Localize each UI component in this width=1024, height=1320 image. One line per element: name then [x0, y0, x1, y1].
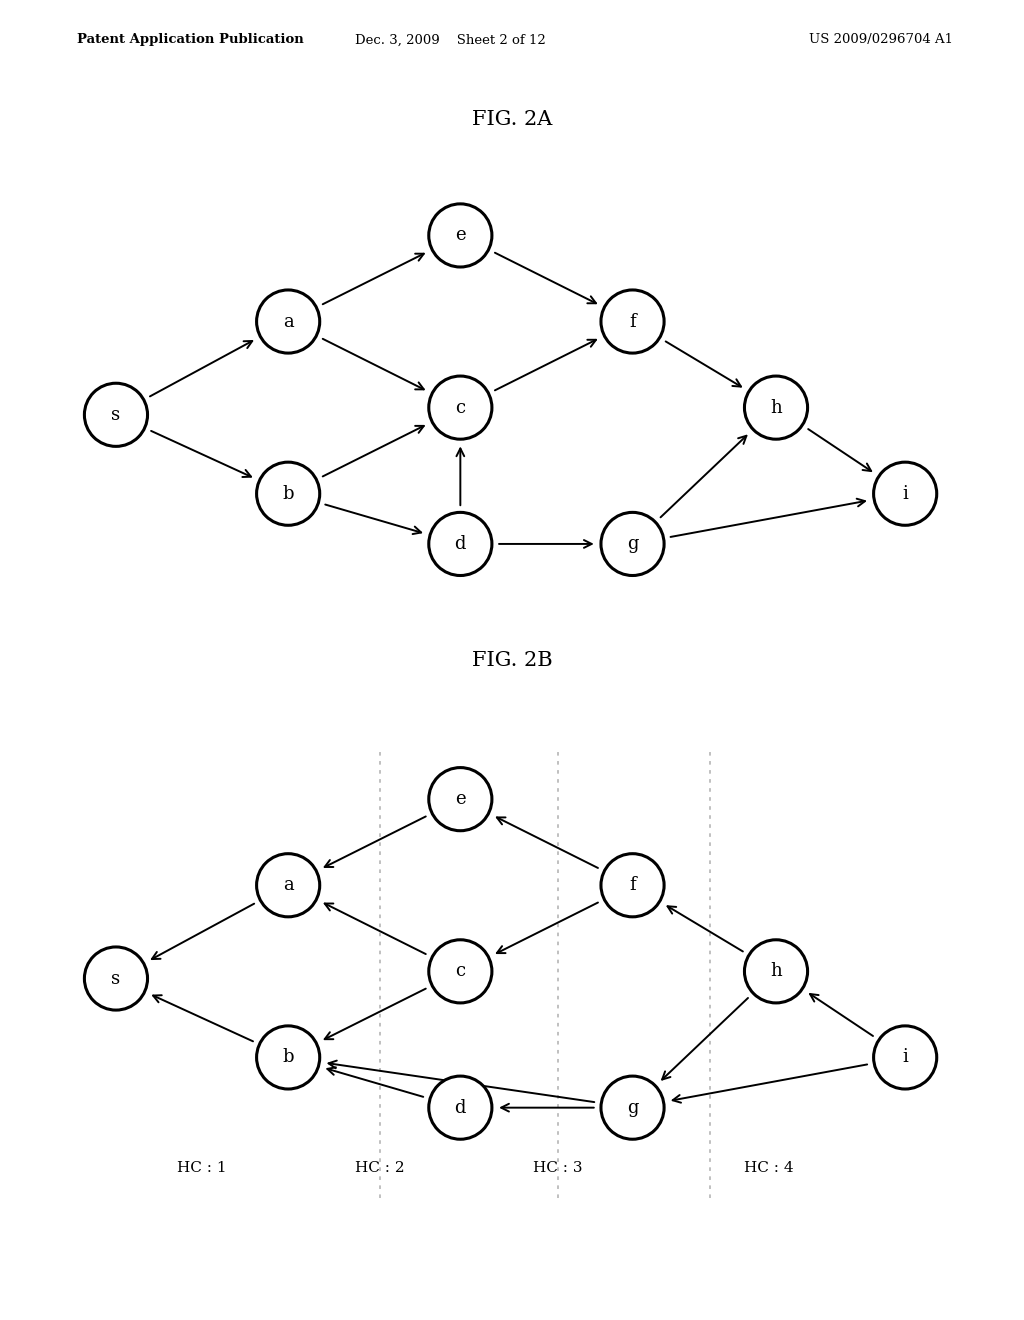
Text: HC : 3: HC : 3 [534, 1160, 583, 1175]
Text: s: s [112, 405, 121, 424]
Circle shape [601, 1076, 665, 1139]
Text: HC : 4: HC : 4 [744, 1160, 794, 1175]
Text: FIG. 2A: FIG. 2A [472, 110, 552, 128]
Circle shape [601, 512, 665, 576]
Text: Dec. 3, 2009    Sheet 2 of 12: Dec. 3, 2009 Sheet 2 of 12 [355, 33, 546, 46]
Circle shape [257, 462, 319, 525]
Text: b: b [283, 484, 294, 503]
Text: HC : 2: HC : 2 [355, 1160, 404, 1175]
Text: a: a [283, 313, 294, 330]
Text: b: b [283, 1048, 294, 1067]
Circle shape [873, 1026, 937, 1089]
Circle shape [744, 376, 808, 440]
Text: f: f [629, 313, 636, 330]
Circle shape [744, 940, 808, 1003]
Text: i: i [902, 484, 908, 503]
Text: f: f [629, 876, 636, 894]
Text: s: s [112, 969, 121, 987]
Circle shape [84, 946, 147, 1010]
Text: g: g [627, 535, 638, 553]
Text: h: h [770, 962, 782, 981]
Circle shape [429, 512, 492, 576]
Circle shape [429, 1076, 492, 1139]
Text: i: i [902, 1048, 908, 1067]
Circle shape [873, 462, 937, 525]
Text: FIG. 2B: FIG. 2B [472, 651, 552, 669]
Text: Patent Application Publication: Patent Application Publication [77, 33, 303, 46]
Text: c: c [456, 399, 465, 417]
Circle shape [601, 290, 665, 352]
Text: e: e [455, 791, 466, 808]
Text: g: g [627, 1098, 638, 1117]
Circle shape [601, 854, 665, 917]
Text: e: e [455, 227, 466, 244]
Circle shape [429, 768, 492, 830]
Text: h: h [770, 399, 782, 417]
Text: d: d [455, 535, 466, 553]
Text: HC : 1: HC : 1 [177, 1160, 227, 1175]
Circle shape [84, 383, 147, 446]
Circle shape [257, 854, 319, 917]
Text: US 2009/0296704 A1: US 2009/0296704 A1 [809, 33, 952, 46]
Text: c: c [456, 962, 465, 981]
Circle shape [257, 290, 319, 352]
Circle shape [429, 376, 492, 440]
Circle shape [429, 203, 492, 267]
Circle shape [257, 1026, 319, 1089]
Text: a: a [283, 876, 294, 894]
Circle shape [429, 940, 492, 1003]
Text: d: d [455, 1098, 466, 1117]
